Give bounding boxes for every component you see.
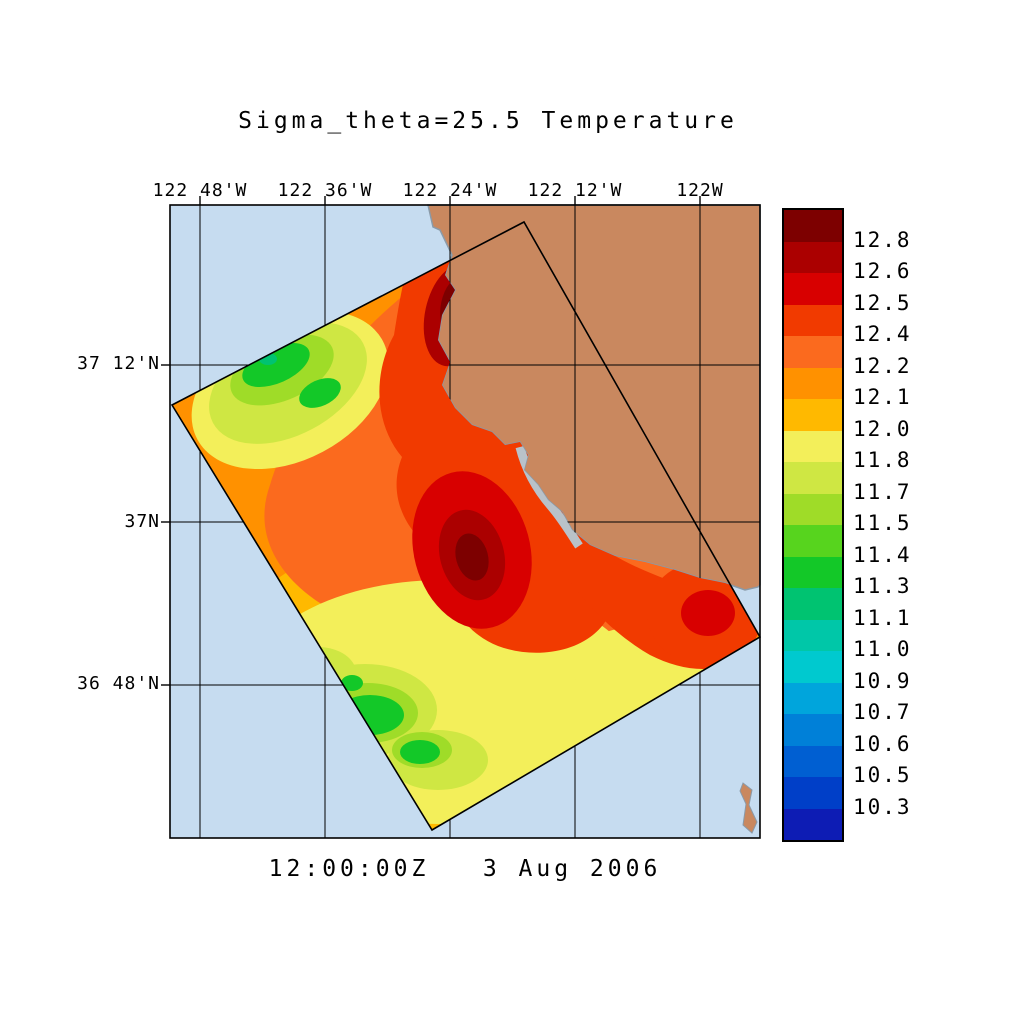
y-axis-label: 36 48'N xyxy=(77,673,160,694)
axis-ticks xyxy=(161,196,701,686)
x-axis-label: 122 48'W xyxy=(152,180,248,201)
colorbar-swatch xyxy=(784,556,842,588)
colorbar-swatch xyxy=(784,714,842,746)
map-plot xyxy=(161,196,762,839)
colorbar-swatch xyxy=(784,399,842,431)
colorbar-swatch xyxy=(784,493,842,525)
x-axis-label: 122W xyxy=(676,180,724,201)
colorbar-swatch xyxy=(784,273,842,305)
x-axis-label: 122 24'W xyxy=(402,180,498,201)
colorbar-label: 10.6 xyxy=(853,732,912,756)
colorbar-swatch xyxy=(784,241,842,273)
colorbar-labels: 12.8 12.6 12.5 12.4 12.2 12.1 12.0 11.8 11.7 11.5… xyxy=(853,208,983,838)
colorbar-label: 10.3 xyxy=(853,795,912,819)
colorbar-swatch xyxy=(784,619,842,651)
colorbar-label: 11.8 xyxy=(853,448,912,472)
x-axis-label: 122 12'W xyxy=(527,180,623,201)
colorbar-label: 12.2 xyxy=(853,354,912,378)
colorbar-swatch xyxy=(784,367,842,399)
plot-title: Sigma_theta=25.5 Temperature xyxy=(238,108,738,134)
missing-data-fringe xyxy=(515,445,583,549)
colorbar-swatch xyxy=(784,588,842,620)
colorbar-swatch xyxy=(784,462,842,494)
colorbar-swatch xyxy=(784,304,842,336)
colorbar-swatch xyxy=(784,336,842,368)
colorbar-label: 12.8 xyxy=(853,228,912,252)
colorbar-swatch xyxy=(784,430,842,462)
colorbar-label: 12.0 xyxy=(853,417,912,441)
colorbar-swatch xyxy=(784,210,842,242)
colorbar-swatch xyxy=(784,682,842,714)
colorbar-swatch xyxy=(784,651,842,683)
colorbar-label: 11.0 xyxy=(853,637,912,661)
y-axis-label: 37N xyxy=(124,511,160,532)
colorbar-label: 10.5 xyxy=(853,763,912,787)
colorbar-swatch xyxy=(784,745,842,777)
y-axis-label: 37 12'N xyxy=(77,353,160,374)
colorbar-label: 12.4 xyxy=(853,322,912,346)
colorbar-label: 11.1 xyxy=(853,606,912,630)
colorbar-label: 12.1 xyxy=(853,385,912,409)
land-islet xyxy=(739,782,758,834)
colorbar-label: 11.5 xyxy=(853,511,912,535)
colorbar-swatch xyxy=(784,777,842,809)
colorbar-label: 10.7 xyxy=(853,700,912,724)
colorbar-label: 10.9 xyxy=(853,669,912,693)
colorbar-swatch xyxy=(784,808,842,840)
colorbar-label: 11.3 xyxy=(853,574,912,598)
x-axis-label: 122 36'W xyxy=(277,180,373,201)
colorbar xyxy=(782,208,844,842)
colorbar-swatch xyxy=(784,525,842,557)
colorbar-label: 12.5 xyxy=(853,291,912,315)
colorbar-label: 12.6 xyxy=(853,259,912,283)
colorbar-label: 11.4 xyxy=(853,543,912,567)
timestamp: 12:00:00Z 3 Aug 2006 xyxy=(268,856,662,882)
colorbar-label: 11.7 xyxy=(853,480,912,504)
